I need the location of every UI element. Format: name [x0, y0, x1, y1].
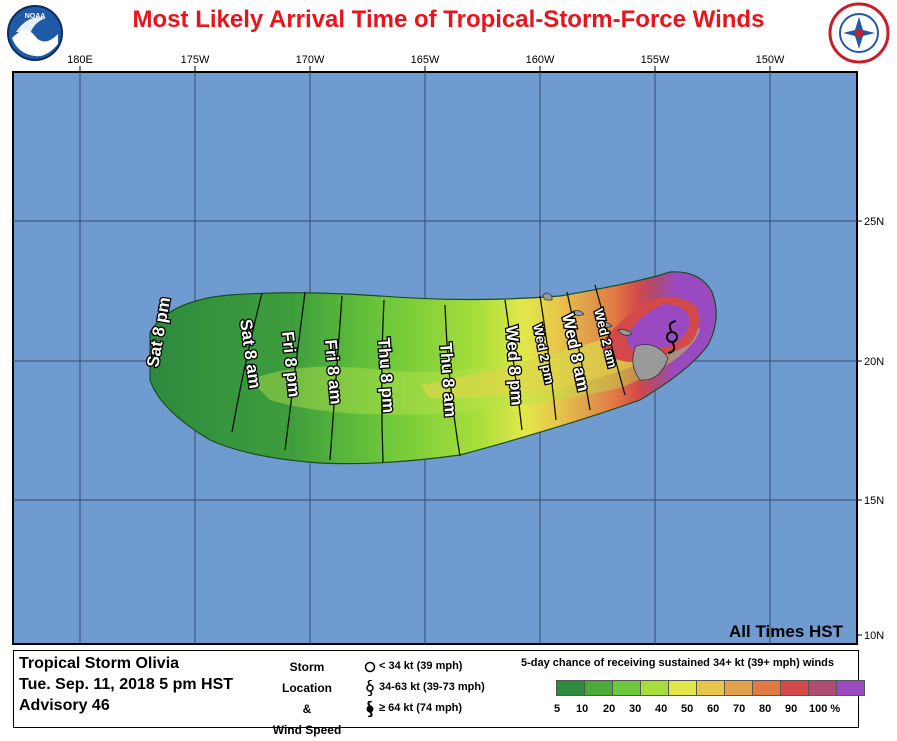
swatch [752, 680, 781, 696]
advisory-number: Advisory 46 [19, 697, 110, 714]
prob-tick: 30 [629, 703, 642, 715]
symbol-row: 34-63 kt (39-73 mph) [364, 677, 485, 698]
swatch [668, 680, 697, 696]
prob-tick: 60 [707, 703, 720, 715]
swatch [780, 680, 809, 696]
map-title: Most Likely Arrival Time of Tropical-Sto… [132, 6, 765, 33]
probability-swatches [556, 680, 865, 696]
hawaiian-islands [542, 292, 669, 381]
svg-text:NOAA: NOAA [25, 13, 46, 20]
lat-label: 10N [864, 630, 884, 642]
swatch [612, 680, 641, 696]
national-weather-service-logo [826, 2, 892, 69]
times-note: All Times HST [729, 622, 844, 641]
swatch [836, 680, 865, 696]
probability-legend-title: 5-day chance of receiving sustained 34+ … [521, 657, 834, 669]
legend-panel: Tropical Storm Olivia Tue. Sep. 11, 2018… [13, 650, 865, 737]
lat-label: 15N [864, 495, 884, 507]
tropical-storm-icon [366, 679, 374, 696]
wind-speed-label: Wind Speed [272, 723, 342, 737]
lon-label: 160W [526, 54, 555, 66]
prob-tick: 10 [576, 703, 589, 715]
symbol-label: 34-63 kt (39-73 mph) [379, 681, 485, 693]
prob-tick: 90 [785, 703, 798, 715]
noaa-logo: NOAA [6, 4, 64, 67]
ampersand-label: & [302, 702, 312, 716]
swatch [808, 680, 837, 696]
lon-label: 155W [641, 54, 670, 66]
prob-tick: 40 [655, 703, 668, 715]
lon-label: 150W [756, 54, 785, 66]
symbol-row: < 34 kt (39 mph) [364, 656, 485, 677]
lon-label: 170W [296, 54, 325, 66]
swatch [696, 680, 725, 696]
symbol-label: ≥ 64 kt (74 mph) [379, 702, 463, 714]
hurricane-icon [366, 700, 374, 717]
lon-label: 175W [181, 54, 210, 66]
wind-probability-swath [149, 271, 717, 465]
storm-symbol [666, 320, 678, 354]
advisory-date: Tue. Sep. 11, 2018 5 pm HST [19, 676, 234, 693]
swatch [640, 680, 669, 696]
swatch [584, 680, 613, 696]
lat-label: 20N [864, 356, 884, 368]
prob-tick: 70 [733, 703, 746, 715]
storm-info: Tropical Storm Olivia Tue. Sep. 11, 2018… [19, 653, 233, 716]
low-symbol-icon [364, 661, 376, 672]
lon-label: 165W [411, 54, 440, 66]
swatch [724, 680, 753, 696]
storm-symbol-legend: < 34 kt (39 mph) 34-63 kt (39-73 mph) ≥ … [364, 656, 485, 719]
prob-tick: 50 [681, 703, 694, 715]
prob-tick: 100 % [809, 703, 841, 715]
prob-tick: 5 [554, 703, 561, 715]
lat-label: 25N [864, 216, 884, 228]
prob-tick: 80 [759, 703, 772, 715]
storm-location-label: Storm Location [282, 660, 332, 695]
lon-label: 180E [67, 54, 93, 66]
symbol-row: ≥ 64 kt (74 mph) [364, 698, 485, 719]
storm-location-heading: Storm Location & Wind Speed [266, 657, 348, 741]
prob-tick: 20 [603, 703, 616, 715]
swatch [556, 680, 585, 696]
symbol-label: < 34 kt (39 mph) [379, 660, 463, 672]
storm-name: Tropical Storm Olivia [19, 655, 180, 672]
